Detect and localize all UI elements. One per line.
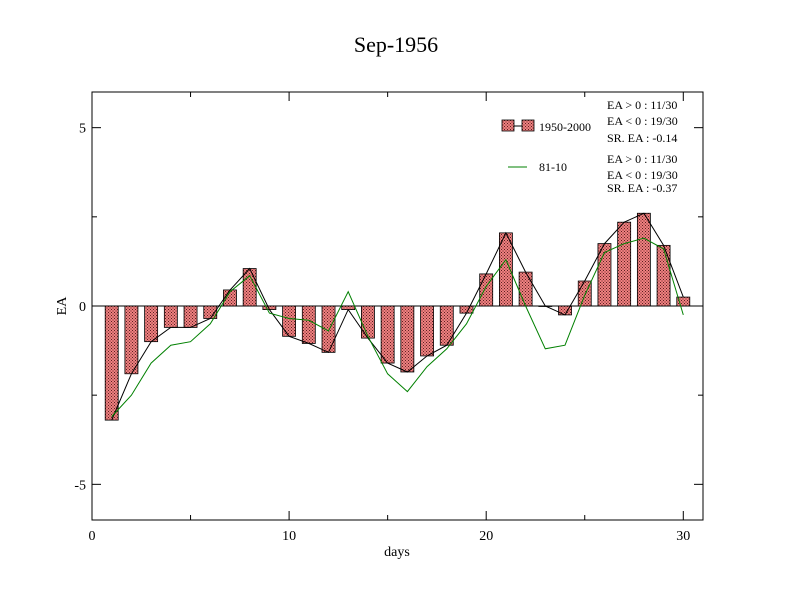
bar-day-4 [163,305,178,328]
legend-label-1950-2000: 1950-2000 [539,120,591,134]
bar-day-3 [144,305,159,343]
legend-label-81-10: 81-10 [539,160,567,174]
legend: 1950-2000 81-10 EA > 0 : 11/30 EA < 0 : … [501,98,678,195]
line-81-10 [111,237,684,417]
bar-day-27 [617,221,632,307]
bar-day-11 [301,305,316,344]
x-axis-ticks: 0 10 20 30 [89,92,690,544]
bar-day-12 [321,305,336,353]
bar-day-17 [420,305,434,357]
bar-day-28 [636,212,651,307]
line-1950-2000 [111,212,684,421]
y-axis-label: EA [55,296,70,316]
bar-day-10 [282,305,297,337]
line-series [111,212,684,421]
y-tick-label-0: 0 [79,300,86,315]
bar-day-16 [400,305,415,373]
x-tick-label-20: 20 [479,529,493,544]
bar-day-15 [380,305,395,364]
bar-day-5 [183,305,198,328]
chart-title: Sep-1956 [354,32,438,57]
bar-day-2 [124,305,139,375]
bar-day-14 [361,305,375,339]
y-tick-label-5: 5 [79,122,86,137]
bar-day-20 [479,273,494,307]
x-tick-label-10: 10 [282,529,296,544]
x-axis-label: days [384,545,410,560]
y-axis-ticks: -5 0 5 [74,122,703,493]
x-tick-label-0: 0 [89,529,96,544]
stats-1-line-1: EA > 0 : 11/30 [607,98,677,112]
stats-2-line-3: SR. EA : -0.37 [607,181,677,195]
stats-1-line-3: SR. EA : -0.14 [607,131,677,145]
bar-day-22 [518,271,533,307]
stats-2-line-1: EA > 0 : 11/30 [607,152,677,166]
stats-2-line-2: EA < 0 : 19/30 [607,168,678,182]
legend-bar-swatch-1 [501,119,515,132]
bar-series [104,212,691,421]
stats-1-line-2: EA < 0 : 19/30 [607,114,678,128]
legend-bar-swatch-2 [521,119,535,132]
bar-day-18 [439,305,454,346]
bar-day-29 [656,244,671,307]
x-tick-label-30: 30 [676,529,690,544]
y-tick-label--5: -5 [74,478,86,493]
bar-day-1 [104,305,119,421]
